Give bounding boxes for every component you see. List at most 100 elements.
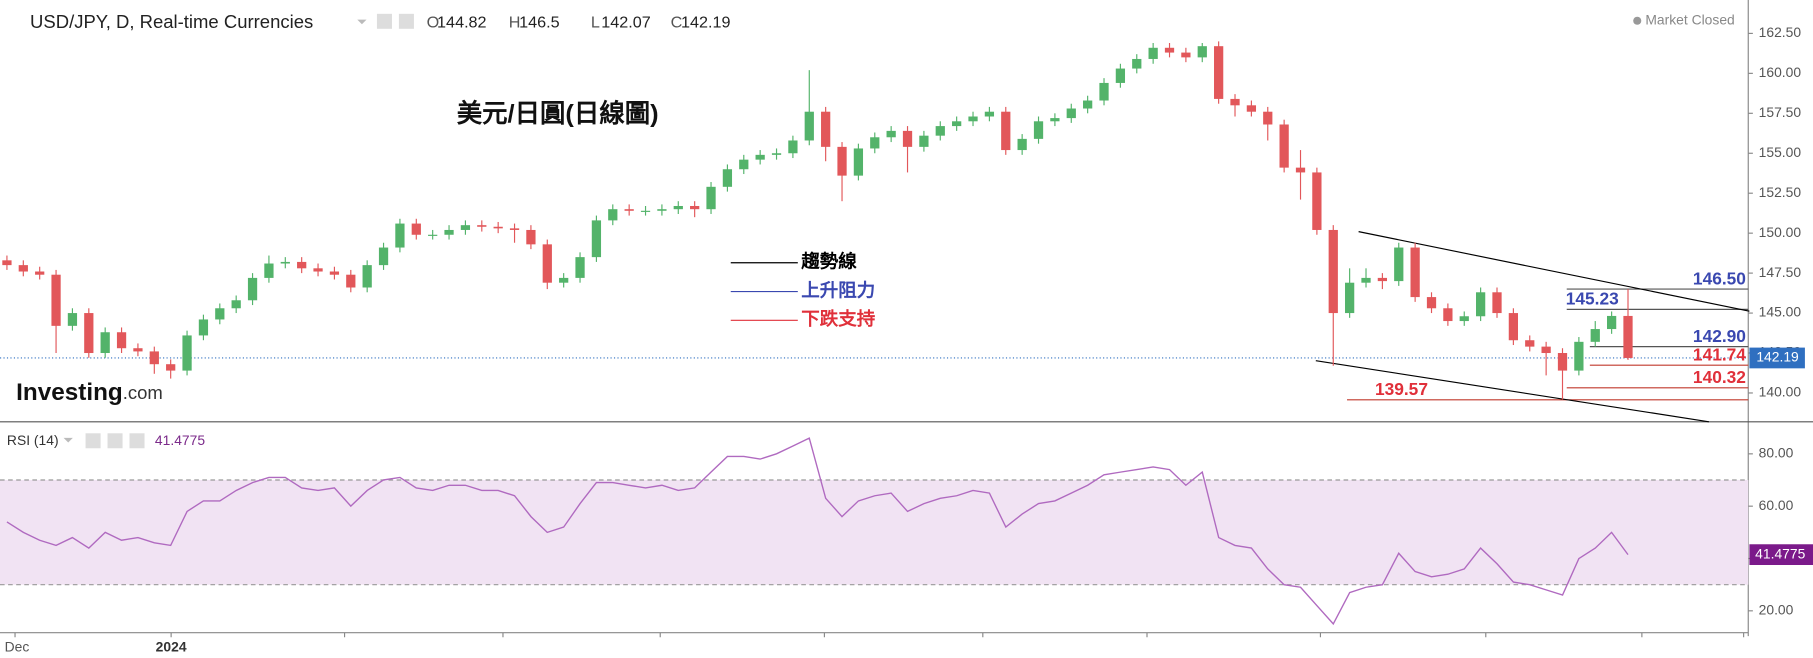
candle-body [739, 159, 749, 170]
legend-label: 趨勢線 [800, 251, 857, 272]
candle-body [116, 332, 127, 349]
y-tick-label: 152.50 [1759, 184, 1802, 200]
candle-body [18, 265, 28, 272]
ohlc-value: 146.5 [519, 13, 560, 31]
candle-body [51, 274, 61, 326]
legend-label: 上升阻力 [801, 279, 875, 300]
level-label: 145.23 [1566, 289, 1619, 309]
candle-body [313, 268, 323, 272]
candle-body [1574, 341, 1584, 371]
candle-body [1443, 308, 1453, 322]
y-tick-label: 60.00 [1759, 497, 1794, 513]
candle-body [837, 146, 847, 176]
level-label: 140.32 [1693, 367, 1746, 387]
candle-body [1295, 167, 1306, 173]
trend-line [1315, 360, 1710, 423]
candle-body [1132, 58, 1142, 69]
candle-body [35, 271, 45, 275]
candle-body [804, 111, 814, 141]
candle-body [853, 148, 864, 176]
candle-body [1148, 47, 1158, 59]
x-tick-label: 2024 [156, 638, 187, 654]
candle-body [1115, 68, 1126, 83]
candle-body [1459, 316, 1469, 322]
candle-body [1607, 315, 1617, 330]
ohlc-label: H [509, 13, 521, 31]
eye-icon[interactable] [376, 13, 392, 29]
candle-body [591, 220, 602, 258]
candle-body [1590, 329, 1600, 342]
last-price-tag-label: 142.19 [1756, 349, 1799, 365]
candle-body [919, 135, 929, 147]
rsi-title: RSI (14) [7, 432, 59, 448]
candle-body [526, 229, 536, 245]
candle-body [886, 130, 896, 138]
candle-body [1033, 121, 1044, 139]
candle-body [297, 261, 307, 269]
chart-title: 美元/日圓(日線圖) [457, 99, 659, 128]
candle-body [1001, 111, 1011, 151]
candle-body [1099, 82, 1109, 101]
candle-body [329, 271, 340, 275]
level-label: 141.74 [1693, 345, 1746, 365]
candle-body [231, 300, 241, 309]
candle-body [264, 263, 274, 278]
candle-body [1557, 353, 1568, 371]
y-tick-label: 140.00 [1759, 384, 1802, 400]
y-tick-label: 160.00 [1759, 64, 1802, 80]
candle-body [280, 261, 290, 264]
candle-body [362, 265, 372, 288]
last-price-tag [1749, 347, 1805, 369]
rsi-tag-label: 41.4775 [1755, 545, 1805, 561]
candle-body [1410, 247, 1420, 298]
candle-body [1328, 229, 1338, 314]
candle-body [559, 277, 569, 283]
candle-body [870, 137, 880, 149]
candle-body [624, 209, 634, 211]
ohlc-value: 144.82 [437, 13, 487, 31]
candle-body [821, 111, 831, 147]
candle-body [1508, 313, 1519, 341]
legend-label: 下跌支持 [801, 308, 875, 329]
candle-body [542, 244, 552, 283]
candle-body [428, 234, 438, 236]
candle-body [935, 126, 945, 136]
candle-body [1492, 292, 1502, 314]
candle-body [477, 225, 487, 227]
candle-body [133, 348, 143, 352]
rsi-settings-icon[interactable] [107, 433, 123, 449]
candle-body [198, 319, 209, 336]
candle-body [1197, 46, 1207, 58]
rsi-close-icon[interactable] [129, 433, 145, 449]
y-tick-label: 150.00 [1759, 224, 1802, 240]
candle-body [1066, 108, 1076, 119]
candle-body [149, 351, 159, 365]
logo: Investing.com [16, 380, 163, 407]
candle-body [1214, 46, 1224, 99]
candle-body [1377, 277, 1388, 282]
rsi-tag [1749, 544, 1813, 566]
candle-body [1246, 105, 1257, 112]
level-label: 139.57 [1375, 379, 1428, 399]
candle-body [166, 364, 176, 371]
settings-icon[interactable] [398, 13, 414, 29]
trend-line [1358, 231, 1750, 312]
toolbar-icons [63, 13, 1642, 449]
rsi-eye-icon[interactable] [85, 433, 101, 449]
level-label: 142.90 [1693, 326, 1746, 346]
candle-body [575, 257, 585, 278]
candle-body [673, 205, 683, 210]
candle-body [395, 223, 405, 248]
candle-body [1279, 124, 1289, 168]
candle-body [346, 274, 356, 288]
rsi-dropdown-icon[interactable] [63, 437, 73, 443]
dropdown-icon[interactable] [357, 19, 367, 25]
candle-body [182, 335, 192, 371]
y-tick-label: 157.50 [1759, 104, 1802, 120]
candle-body [640, 210, 651, 212]
candle-body [247, 277, 258, 301]
symbol-title: USD/JPY, D, Real-time Currencies [30, 11, 313, 32]
rsi-line [6, 437, 1629, 626]
candle-body [509, 228, 520, 230]
